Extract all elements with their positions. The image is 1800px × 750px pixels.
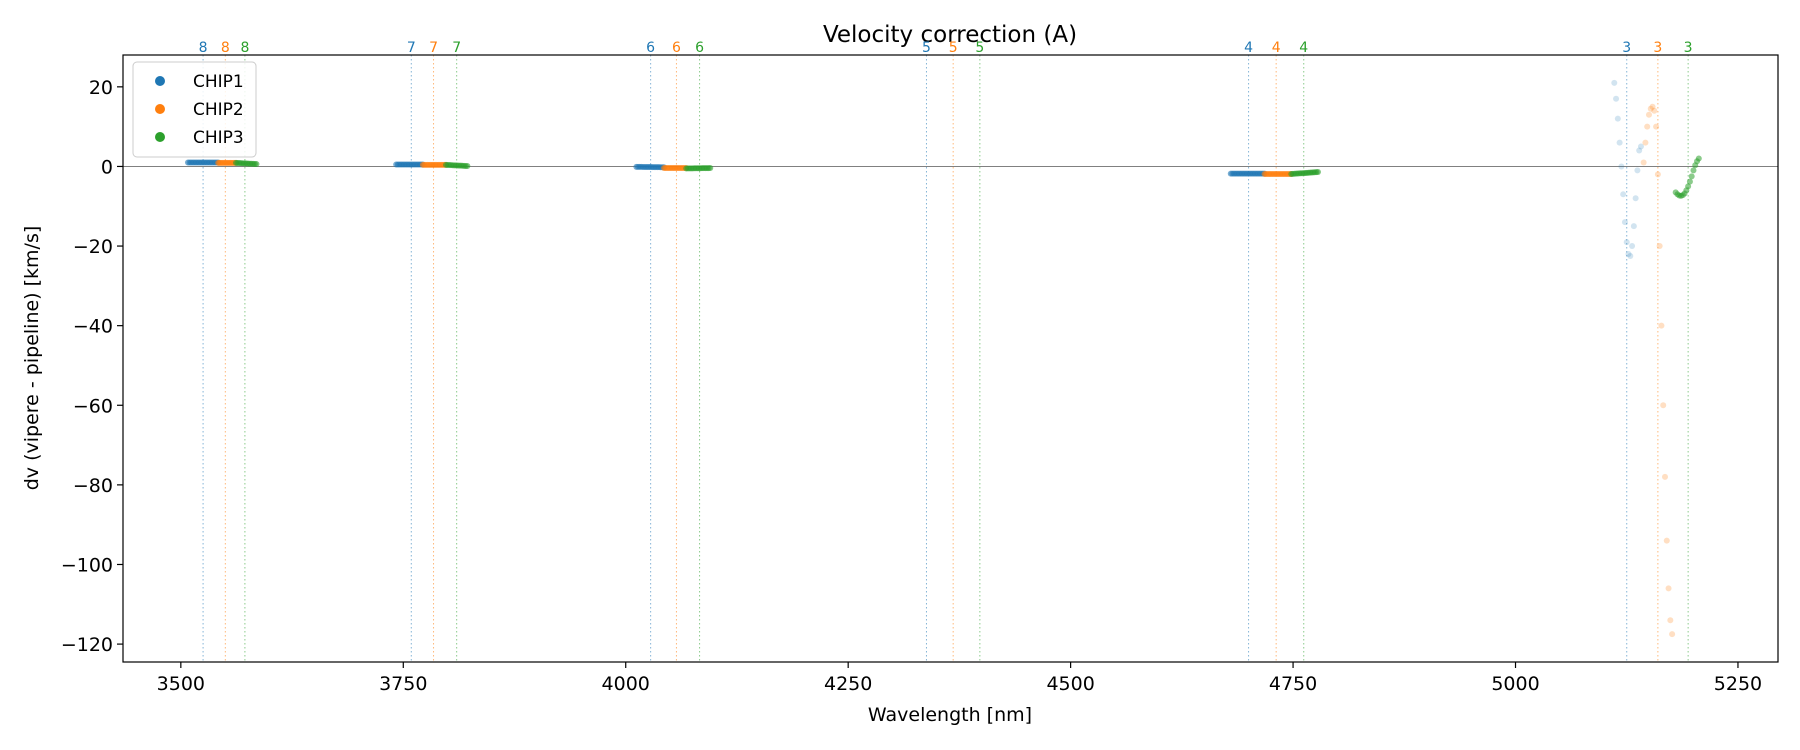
- order-label: 8: [240, 40, 249, 56]
- y-tick-label: 20: [89, 77, 113, 99]
- data-point: [1640, 159, 1647, 166]
- legend-label: CHIP3: [193, 128, 244, 148]
- data-points: [184, 79, 1702, 638]
- order-label: 6: [672, 40, 681, 56]
- x-axis-label: Wavelength [nm]: [868, 704, 1032, 726]
- data-point: [1623, 239, 1630, 246]
- data-point: [1613, 95, 1620, 102]
- data-point: [1667, 617, 1674, 624]
- data-point: [1669, 631, 1676, 638]
- data-point: [1618, 163, 1625, 170]
- data-point: [1611, 79, 1618, 86]
- data-point: [1644, 123, 1651, 130]
- order-label: 5: [949, 40, 958, 56]
- x-tick-label: 5250: [1714, 673, 1762, 695]
- y-tick-label: −40: [73, 316, 113, 338]
- y-tick-label: 0: [101, 156, 113, 178]
- x-tick-label: 4250: [824, 673, 872, 695]
- data-point: [1695, 155, 1702, 162]
- data-point: [1665, 585, 1672, 592]
- legend-box: [132, 61, 257, 158]
- data-point: [1642, 139, 1649, 146]
- data-point: [1649, 103, 1656, 110]
- data-point: [1653, 123, 1660, 130]
- data-point: [1614, 115, 1621, 122]
- y-tick-label: −60: [73, 395, 113, 417]
- order-label: 4: [1244, 40, 1253, 56]
- legend-marker: [155, 132, 165, 142]
- order-label: 5: [922, 40, 931, 56]
- order-label: 5: [975, 40, 984, 56]
- x-axis: 3500 3750 4000 4250 4500 4750 5000 5250: [157, 662, 1762, 695]
- data-point: [1663, 537, 1670, 544]
- data-point: [1616, 139, 1623, 146]
- legend: CHIP1 CHIP2 CHIP3: [132, 61, 257, 158]
- order-label: 3: [1622, 40, 1631, 56]
- x-tick-label: 4500: [1046, 673, 1094, 695]
- y-tick-label: −80: [73, 475, 113, 497]
- data-point: [253, 161, 260, 168]
- data-point: [1620, 191, 1627, 198]
- x-tick-label: 5000: [1491, 673, 1539, 695]
- y-tick-label: −100: [61, 554, 113, 576]
- order-label: 6: [695, 40, 704, 56]
- data-point: [1686, 178, 1693, 185]
- data-point: [1627, 253, 1634, 260]
- data-point: [1634, 167, 1641, 174]
- data-point: [707, 165, 714, 172]
- data-point: [1660, 402, 1667, 409]
- data-point: [464, 163, 471, 170]
- chart-title: Velocity correction (A): [823, 22, 1077, 48]
- order-label: 7: [429, 40, 438, 56]
- data-point: [1625, 251, 1632, 258]
- order-label: 8: [221, 40, 230, 56]
- data-point: [1685, 183, 1692, 190]
- y-axis-label: dv (vipere - pipeline) [km/s]: [21, 226, 43, 491]
- x-tick-label: 3500: [157, 673, 205, 695]
- order-label: 4: [1299, 40, 1308, 56]
- data-point: [1636, 147, 1643, 154]
- plot-area-frame: [122, 54, 1779, 663]
- y-axis: 20 0 −20 −40 −60 −80 −100 −120: [61, 77, 123, 656]
- x-tick-label: 3750: [379, 673, 427, 695]
- order-label: 7: [407, 40, 416, 56]
- order-label: 7: [452, 40, 461, 56]
- y-tick-label: −120: [61, 634, 113, 656]
- data-point: [1661, 473, 1668, 480]
- order-label: 6: [646, 40, 655, 56]
- data-point: [1314, 169, 1321, 176]
- data-point: [1645, 111, 1652, 118]
- x-tick-label: 4750: [1269, 673, 1317, 695]
- data-point: [1690, 167, 1697, 174]
- data-point: [1632, 195, 1639, 202]
- order-label: 3: [1684, 40, 1693, 56]
- x-tick-label: 4000: [602, 673, 650, 695]
- data-point: [1651, 107, 1658, 114]
- order-lines: [202, 55, 1689, 662]
- data-point: [1629, 243, 1636, 250]
- data-point: [1658, 322, 1665, 329]
- data-point: [1647, 105, 1654, 112]
- legend-label: CHIP1: [193, 72, 244, 92]
- legend-label: CHIP2: [193, 100, 244, 120]
- order-label: 8: [199, 40, 208, 56]
- data-point: [1621, 219, 1628, 226]
- order-label: 4: [1272, 40, 1281, 56]
- data-point: [1656, 243, 1663, 250]
- data-point: [1630, 223, 1637, 230]
- order-label: 3: [1653, 40, 1662, 56]
- data-point: [1688, 173, 1695, 180]
- y-tick-label: −20: [73, 236, 113, 258]
- legend-marker: [155, 76, 165, 86]
- legend-marker: [155, 104, 165, 114]
- data-point: [1654, 171, 1661, 178]
- data-point: [1637, 143, 1644, 150]
